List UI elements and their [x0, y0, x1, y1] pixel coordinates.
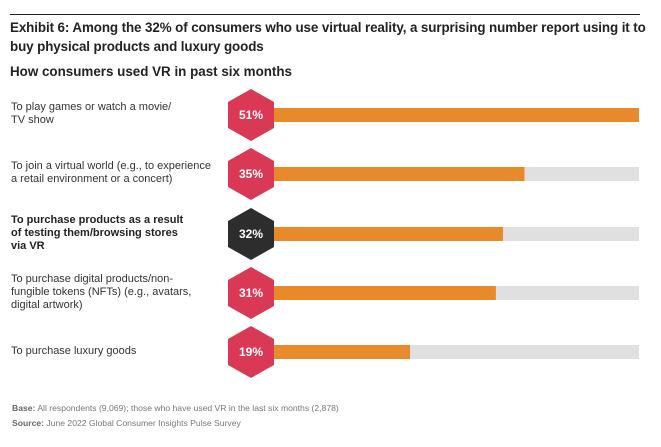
base-label: Base: [12, 403, 36, 413]
category-label-line: To play games or watch a movie/ [11, 101, 172, 113]
category-label: To purchase products as a result of testi… [11, 214, 216, 253]
bar-3 [268, 227, 504, 241]
base-note: Base: All respondents (9,069); those who… [12, 403, 339, 413]
bar-2 [268, 167, 525, 181]
top-rule [10, 14, 640, 15]
value-badge-hexagon [228, 267, 274, 319]
category-label-line: digital artwork) [11, 298, 83, 311]
data-label: 31% [239, 286, 263, 300]
category-label-line: TV show [11, 114, 54, 126]
category-label: To join a virtual world (e.g., to experi… [11, 160, 216, 186]
data-label: 35% [239, 167, 263, 181]
data-label: 32% [239, 227, 263, 241]
source-label: Source: [12, 418, 44, 428]
data-label: 19% [239, 345, 263, 359]
source-note: Source: June 2022 Global Consumer Insigh… [12, 418, 241, 428]
bar-4 [268, 286, 496, 300]
value-badge-hexagon [228, 148, 274, 200]
category-label: To play games or watch a movie/TV show [11, 101, 216, 127]
category-label-line: To purchase digital products/non- [11, 272, 174, 285]
value-badge-hexagon [228, 208, 274, 260]
data-label: 51% [239, 108, 263, 122]
chart-title: How consumers used VR in past six months [10, 64, 293, 79]
category-label-line: fungible tokens (NFTs) (e.g., avatars, [11, 285, 192, 298]
category-label: To purchase digital products/non-fungibl… [11, 273, 216, 312]
category-label-line: To purchase products as a result [11, 213, 184, 226]
category-label-line: To purchase luxury goods [11, 344, 137, 357]
bar-5 [268, 345, 410, 359]
category-label-line: a retail environment or a concert) [11, 173, 173, 185]
value-badge-hexagon [228, 326, 274, 378]
category-label-line: To join a virtual world (e.g., to experi… [11, 160, 211, 172]
category-label-line: of testing them/browsing stores [11, 226, 178, 239]
base-text: All respondents (9,069); those who have … [35, 403, 339, 413]
bar-1 [268, 108, 639, 122]
exhibit-title: Exhibit 6: Among the 32% of consumers wh… [10, 20, 646, 54]
category-label: To purchase luxury goods [11, 345, 216, 358]
category-label-line: via VR [11, 239, 45, 252]
value-badge-hexagon [228, 89, 274, 141]
source-text: June 2022 Global Consumer Insights Pulse… [44, 418, 241, 428]
